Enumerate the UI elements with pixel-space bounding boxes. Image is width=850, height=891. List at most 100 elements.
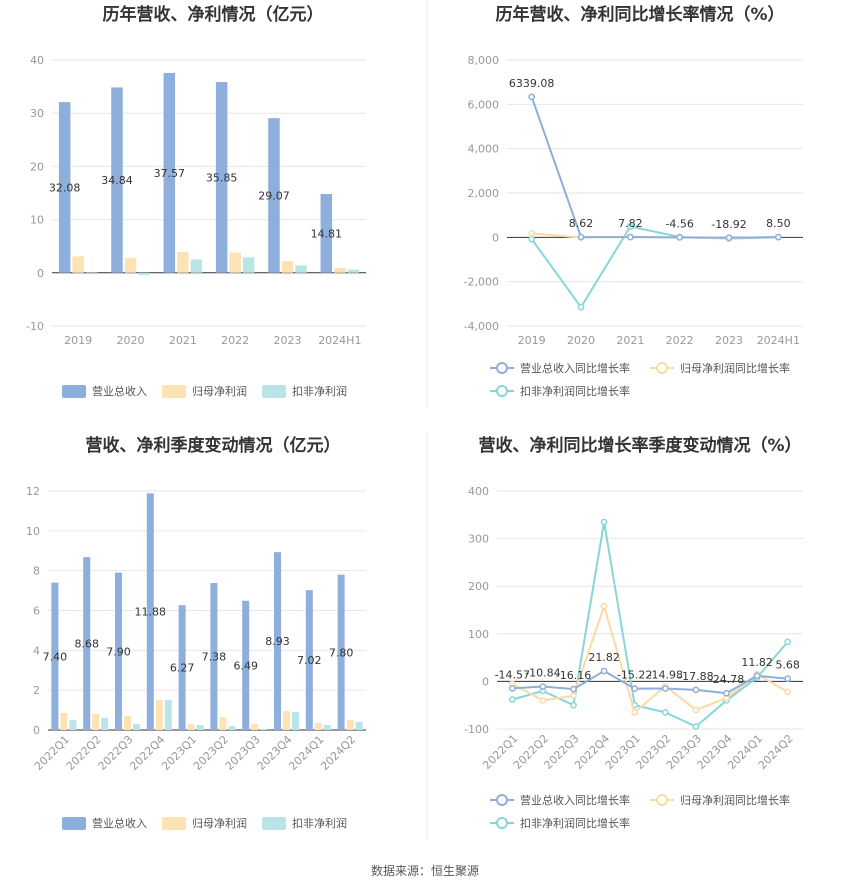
legend-marker [496, 817, 508, 829]
bar-deducted-profit [101, 718, 109, 730]
bar-data-label: 14.81 [311, 227, 343, 240]
y-tick-label: 40 [30, 54, 44, 67]
series-point [784, 688, 792, 696]
legend-label: 归母净利润同比增长率 [680, 361, 790, 375]
bar-data-label: 6.27 [170, 662, 195, 675]
x-tick-label: 2020 [117, 334, 145, 347]
legend-label: 营业总收入同比增长率 [520, 793, 630, 807]
bar-data-label: 7.02 [297, 654, 322, 667]
bar-deducted-profit [260, 729, 268, 730]
series-point [508, 684, 516, 692]
series-point [676, 234, 684, 241]
line-data-label: -16.16 [556, 669, 591, 682]
legend-swatch [62, 817, 86, 830]
legend-swatch [162, 385, 186, 398]
series-point [626, 233, 634, 241]
line-data-label: 11.82 [741, 656, 773, 669]
bar-deducted-profit [138, 272, 150, 275]
bar-data-label: 34.84 [101, 174, 133, 187]
bar-revenue [305, 590, 313, 730]
y-tick-label: 12 [26, 485, 40, 498]
y-tick-label: 10 [30, 214, 44, 227]
bar-deducted-profit [164, 700, 172, 730]
bar-net-profit [346, 720, 354, 730]
legend-label: 扣非净利润同比增长率 [520, 816, 630, 830]
bar-net-profit [124, 257, 137, 273]
legend-swatch [262, 385, 286, 398]
bar-net-profit [314, 723, 322, 730]
y-tick-label: 300 [468, 533, 489, 546]
series-point [570, 701, 577, 709]
x-tick-label: 2021 [169, 334, 197, 347]
line-data-label: -10.84 [525, 667, 560, 680]
bar-revenue [51, 582, 59, 730]
legend-marker [496, 385, 508, 397]
legend-swatch [162, 817, 186, 830]
line-data-label: -24.78 [709, 673, 744, 686]
series-point [600, 602, 608, 610]
series-point [577, 303, 585, 311]
bar-data-label: 11.88 [135, 606, 167, 619]
y-tick-label: -2,000 [464, 276, 499, 289]
bar-revenue [337, 574, 345, 730]
series-line-revenue [530, 96, 779, 239]
bar-net-profit [283, 711, 290, 730]
bar-revenue [111, 87, 123, 273]
line-data-label: 21.82 [588, 651, 620, 664]
y-tick-label: 400 [468, 485, 489, 498]
x-tick-label: 2022 [221, 334, 249, 347]
y-tick-label: 0 [33, 724, 40, 737]
series-point [528, 93, 536, 101]
bar-revenue [215, 82, 228, 273]
x-tick-label: 2024H1 [757, 334, 800, 347]
legend-label: 营业总收入同比增长率 [520, 361, 630, 375]
legend-swatch [62, 385, 86, 398]
bar-data-label: 8.93 [265, 635, 290, 648]
bar-data-label: 7.90 [106, 645, 131, 658]
bar-deducted-profit [85, 272, 98, 273]
x-tick-label: 2024Q2 [318, 733, 358, 773]
bar-deducted-profit [190, 259, 203, 273]
data-source: 数据来源：恒生聚源 [371, 863, 479, 878]
x-tick-label: 2019 [64, 334, 92, 347]
chart-title: 营收、净利季度变动情况（亿元） [86, 435, 341, 456]
bar-data-label: 37.57 [154, 167, 186, 180]
y-tick-label: 2 [33, 684, 40, 697]
bar-data-label: 35.85 [206, 171, 238, 184]
line-data-label: -14.98 [648, 669, 683, 682]
bar-net-profit [334, 268, 346, 273]
bar-data-label: 29.07 [258, 189, 290, 202]
legend-label: 扣非净利润 [292, 816, 347, 830]
bar-deducted-profit [295, 265, 307, 273]
bar-net-profit [60, 713, 68, 730]
legend-label: 营业总收入 [92, 384, 147, 398]
legend-marker [496, 362, 508, 374]
bar-revenue [146, 493, 154, 730]
chart-panel-3: 营收、净利季度变动情况（亿元）0246810122022Q12022Q22022… [26, 435, 366, 830]
bar-deducted-profit [132, 724, 140, 730]
y-tick-label: -100 [464, 723, 489, 736]
series-line-revenue [512, 669, 788, 695]
y-tick-label: 20 [30, 160, 44, 173]
y-tick-label: 4,000 [468, 143, 500, 156]
series-point [784, 675, 792, 683]
y-tick-label: 2,000 [468, 187, 500, 200]
bar-net-profit [281, 261, 294, 273]
series-point [723, 689, 730, 697]
bar-revenue [163, 72, 176, 273]
line-data-label: -17.88 [678, 670, 713, 683]
y-tick-label: 6,000 [468, 98, 500, 111]
bar-net-profit [219, 717, 227, 730]
chart-title: 营收、净利同比增长率季度变动情况（%） [478, 435, 801, 456]
y-tick-label: 6 [33, 605, 40, 618]
bar-revenue [242, 600, 250, 730]
y-tick-label: 10 [26, 525, 40, 538]
y-tick-label: 0 [37, 267, 44, 280]
legend-label: 扣非净利润同比增长率 [520, 384, 630, 398]
chart-panel-2: 历年营收、净利同比增长率情况（%） -4,000 -2,000 0 2,000 4,000… [464, 4, 803, 398]
x-tick-label: 2024H1 [318, 334, 361, 347]
series-point [626, 223, 634, 230]
x-tick-label: 2019 [518, 334, 546, 347]
y-tick-label: 0 [492, 231, 499, 244]
